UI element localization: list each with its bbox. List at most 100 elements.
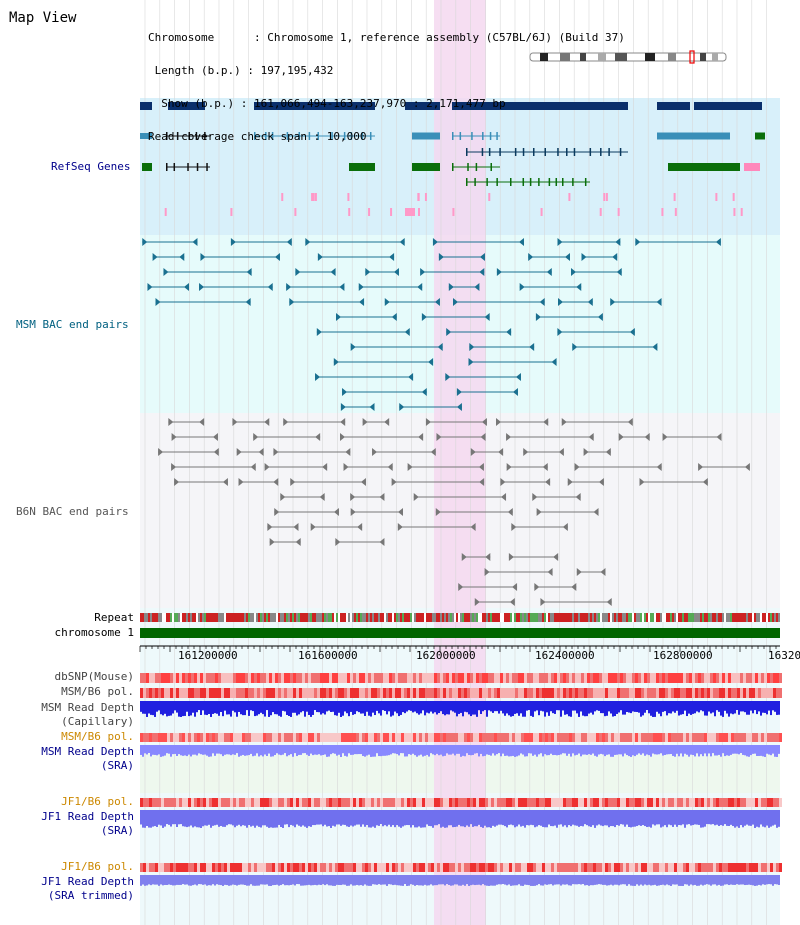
polymorphism-mark — [488, 798, 491, 807]
polymorphism-mark — [347, 863, 350, 872]
read-depth-bar — [168, 810, 170, 825]
polymorphism-mark — [200, 863, 203, 872]
read-depth-bar — [180, 875, 182, 885]
polymorphism-mark — [398, 733, 401, 742]
polymorphism-mark — [497, 688, 500, 698]
bac-end-marker — [379, 493, 385, 501]
read-depth-bar — [184, 745, 186, 756]
read-depth-bar — [588, 701, 590, 714]
read-depth-bar — [272, 875, 274, 886]
polymorphism-mark — [362, 798, 365, 807]
track-label-msm-bac[interactable]: MSM BAC end pairs — [16, 318, 129, 331]
refseq-mark — [281, 193, 284, 201]
polymorphism-mark — [470, 673, 473, 683]
read-depth-bar — [178, 875, 180, 885]
polymorphism-mark — [341, 863, 344, 872]
read-depth-bar — [232, 810, 234, 826]
read-depth-bar — [736, 745, 738, 754]
polymorphism-mark — [512, 673, 515, 683]
read-depth-bar — [472, 701, 474, 715]
polymorphism-mark — [656, 863, 659, 872]
polymorphism-mark — [293, 733, 296, 742]
read-depth-bar — [740, 745, 742, 754]
read-depth-bar — [564, 745, 566, 754]
polymorphism-mark — [284, 673, 287, 683]
read-depth-bar — [236, 745, 238, 754]
polymorphism-mark — [710, 673, 713, 683]
polymorphism-mark — [515, 863, 518, 872]
read-depth-bar — [650, 745, 652, 757]
read-depth-bar — [474, 745, 476, 754]
read-depth-bar — [232, 875, 234, 885]
polymorphism-mark — [140, 798, 143, 807]
polymorphism-mark — [692, 798, 695, 807]
polymorphism-mark — [140, 863, 143, 872]
read-depth-bar — [296, 745, 298, 757]
read-depth-bar — [584, 810, 586, 825]
read-depth-bar — [262, 875, 264, 885]
polymorphism-mark — [257, 733, 260, 742]
read-depth-bar — [764, 875, 766, 885]
bac-end-marker — [283, 418, 289, 426]
read-depth-bar — [620, 745, 622, 755]
read-depth-bar — [574, 810, 576, 826]
polymorphism-mark — [581, 798, 584, 807]
repeat-mark — [602, 613, 604, 622]
read-depth-bar — [664, 745, 666, 755]
bac-end-marker — [434, 298, 440, 306]
read-depth-bar — [758, 745, 760, 756]
track-label-refseq[interactable]: RefSeq Genes — [51, 160, 131, 173]
polymorphism-mark — [236, 733, 239, 742]
read-depth-bar — [592, 745, 594, 754]
polymorphism-mark — [614, 798, 617, 807]
polymorphism-mark — [557, 863, 560, 872]
polymorphism-mark — [566, 863, 569, 872]
read-depth-bar — [404, 745, 406, 757]
read-depth-bar — [236, 810, 238, 826]
polymorphism-mark — [575, 688, 578, 698]
read-depth-bar — [456, 875, 458, 885]
polymorphism-mark — [146, 733, 149, 742]
polymorphism-mark — [380, 673, 383, 683]
polymorphism-mark — [269, 688, 272, 698]
read-depth-bar — [682, 875, 684, 886]
read-depth-bar — [322, 810, 324, 827]
repeat-mark — [380, 613, 382, 622]
read-depth-bar — [372, 810, 374, 827]
polymorphism-mark — [218, 688, 221, 698]
read-depth-bar — [384, 810, 386, 826]
read-depth-bar — [176, 810, 178, 828]
polymorphism-mark — [230, 673, 233, 683]
gene-exon — [475, 163, 478, 171]
gene-exon — [254, 132, 256, 140]
read-depth-bar — [756, 701, 758, 715]
track-label-b6n-bac[interactable]: B6N BAC end pairs — [16, 505, 129, 518]
polymorphism-mark — [629, 673, 632, 683]
read-depth-bar — [426, 701, 428, 713]
read-depth-bar — [418, 745, 420, 756]
read-depth-bar — [522, 701, 524, 717]
read-depth-bar — [256, 810, 258, 826]
refseq-mark — [740, 208, 743, 216]
bac-end-marker — [576, 568, 582, 576]
polymorphism-mark — [296, 733, 299, 742]
bac-end-marker — [425, 418, 431, 426]
read-depth-bar — [474, 810, 476, 827]
read-depth-bar — [546, 875, 548, 885]
repeat-mark — [324, 613, 326, 622]
read-depth-bar — [574, 701, 576, 711]
bac-end-marker — [171, 433, 177, 441]
polymorphism-mark — [440, 798, 443, 807]
read-depth-bar — [458, 875, 460, 886]
read-depth-bar — [368, 745, 370, 755]
read-depth-bar — [332, 875, 334, 886]
read-depth-bar — [318, 810, 320, 825]
read-depth-bar — [250, 745, 252, 754]
read-depth-bar — [374, 875, 376, 885]
polymorphism-mark — [179, 863, 182, 872]
polymorphism-mark — [170, 863, 173, 872]
polymorphism-mark — [329, 798, 332, 807]
polymorphism-mark — [728, 673, 731, 683]
polymorphism-mark — [173, 798, 176, 807]
